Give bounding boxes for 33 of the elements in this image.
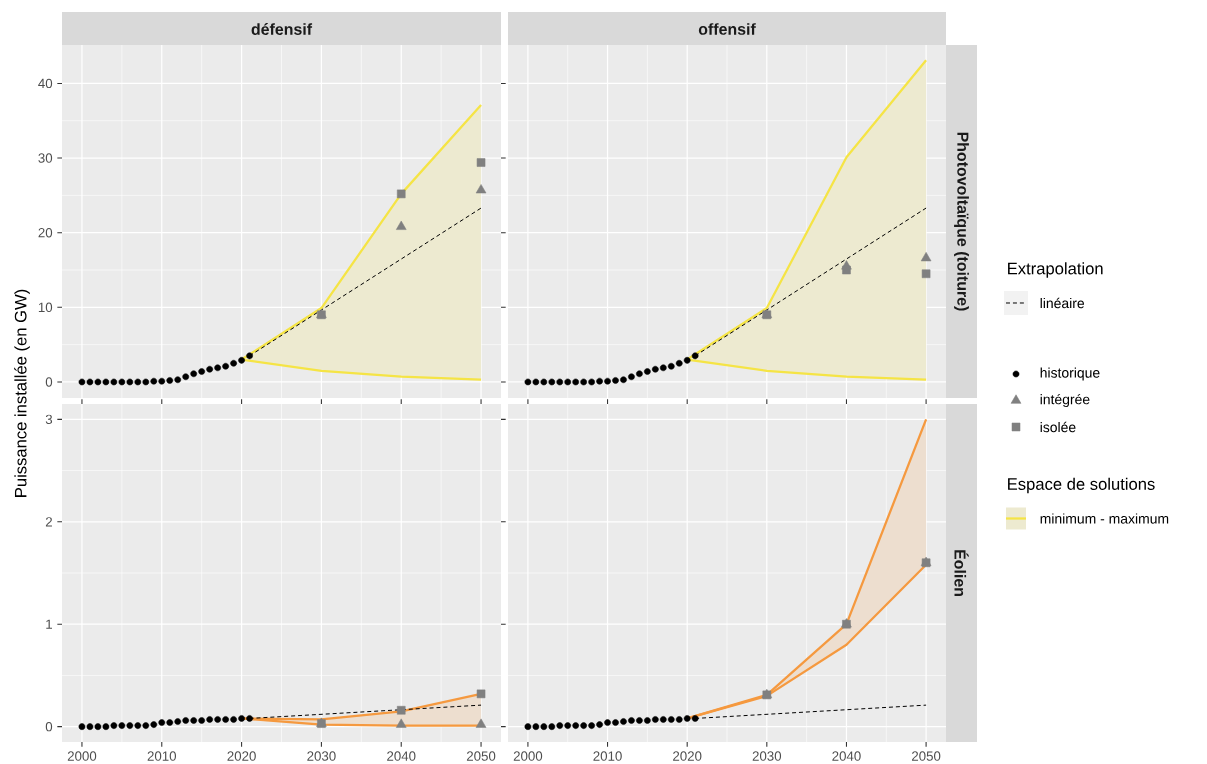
x-tick-label: 2040 xyxy=(387,751,416,761)
y-tick-label: 20 xyxy=(38,227,53,238)
legend-label: historique xyxy=(1040,367,1100,381)
y-tick-label: 40 xyxy=(38,78,53,89)
y-tick-label: 3 xyxy=(45,414,53,425)
y-axis-title: Puissance installée (en GW) xyxy=(14,289,30,497)
chart-title: défensif xyxy=(251,23,313,35)
y-tick-label: 2 xyxy=(45,517,52,527)
y-tick-label: 30 xyxy=(38,153,53,163)
x-tick-label: 2010 xyxy=(593,751,622,761)
x-tick-label: 2010 xyxy=(147,751,177,761)
x-tick-label: 2020 xyxy=(227,751,256,761)
text: Espace de solutions xyxy=(1008,477,1155,494)
text: Photovoltaïque (toiture) xyxy=(954,132,969,311)
text: Éolien xyxy=(954,550,969,596)
legend-title: Extrapolation xyxy=(1008,262,1103,278)
y-tick-label: 1 xyxy=(46,619,52,629)
x-tick-label: 2030 xyxy=(307,751,336,761)
chart-title: offensif xyxy=(698,23,756,35)
legend-label: minimum - maximum xyxy=(1040,513,1169,524)
legend-label: linéaire xyxy=(1040,297,1085,309)
y-tick-label: 0 xyxy=(45,377,53,387)
y-tick-label: 10 xyxy=(38,302,53,313)
x-tick-label: 2000 xyxy=(513,751,543,761)
legend-label: isolée xyxy=(1040,421,1076,433)
legend-label: intégrée xyxy=(1040,393,1090,408)
x-tick-label: 2040 xyxy=(832,751,861,761)
x-tick-label: 2000 xyxy=(67,751,97,761)
x-tick-label: 2050 xyxy=(911,751,941,761)
x-tick-label: 2020 xyxy=(673,751,702,761)
x-tick-label: 2030 xyxy=(752,751,782,761)
x-tick-label: 2050 xyxy=(466,751,496,761)
y-tick-label: 0 xyxy=(45,721,53,732)
